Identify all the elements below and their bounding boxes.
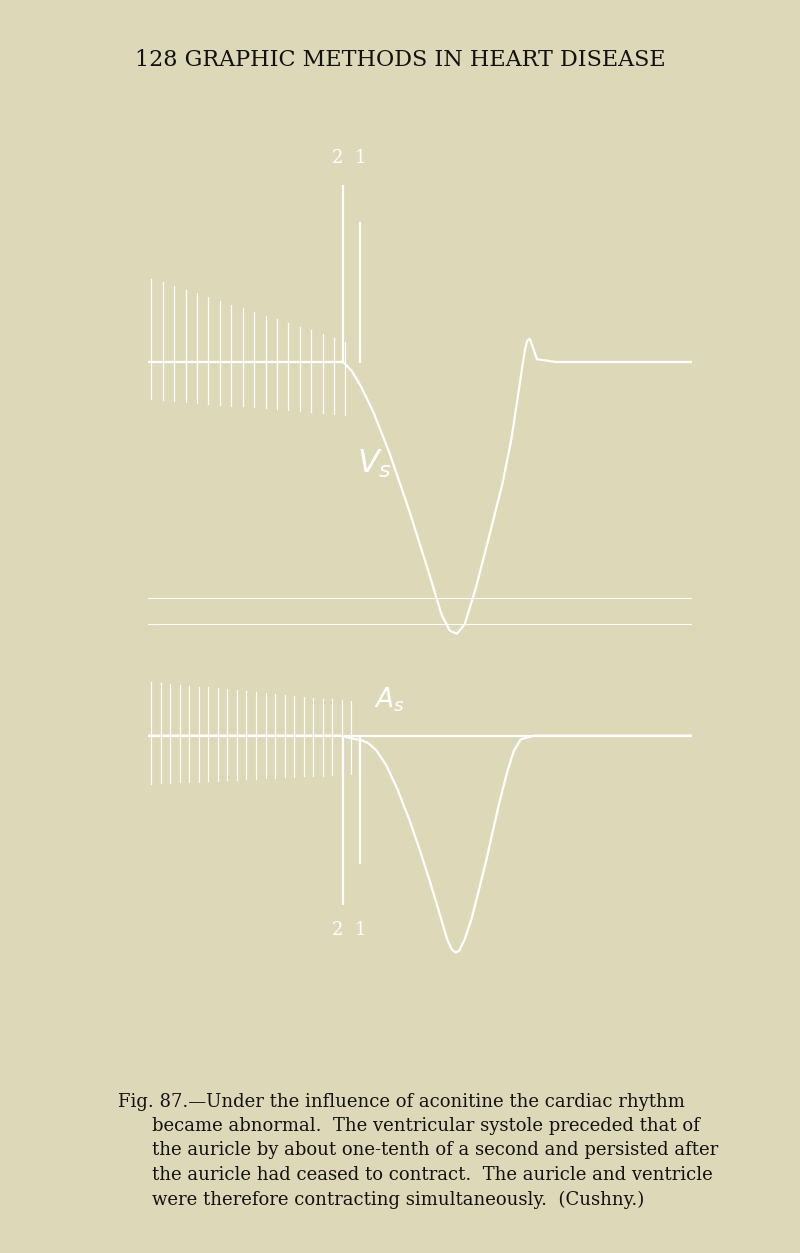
Text: the auricle had ceased to contract.  The auricle and ventricle: the auricle had ceased to contract. The … — [152, 1165, 713, 1184]
Text: $A_s$: $A_s$ — [374, 685, 405, 714]
Text: became abnormal.  The ventricular systole preceded that of: became abnormal. The ventricular systole… — [152, 1118, 700, 1135]
Text: 128 GRAPHIC METHODS IN HEART DISEASE: 128 GRAPHIC METHODS IN HEART DISEASE — [134, 49, 666, 71]
Text: $V_s$: $V_s$ — [358, 447, 393, 480]
Text: 2  1: 2 1 — [332, 149, 366, 167]
Text: Fig. 87.—Under the influence of aconitine the cardiac rhythm: Fig. 87.—Under the influence of aconitin… — [118, 1093, 686, 1110]
Text: were therefore contracting simultaneously.  (Cushny.): were therefore contracting simultaneousl… — [152, 1190, 644, 1209]
Text: the auricle by about one-tenth of a second and persisted after: the auricle by about one-tenth of a seco… — [152, 1141, 718, 1159]
Text: 2  1: 2 1 — [332, 921, 366, 938]
